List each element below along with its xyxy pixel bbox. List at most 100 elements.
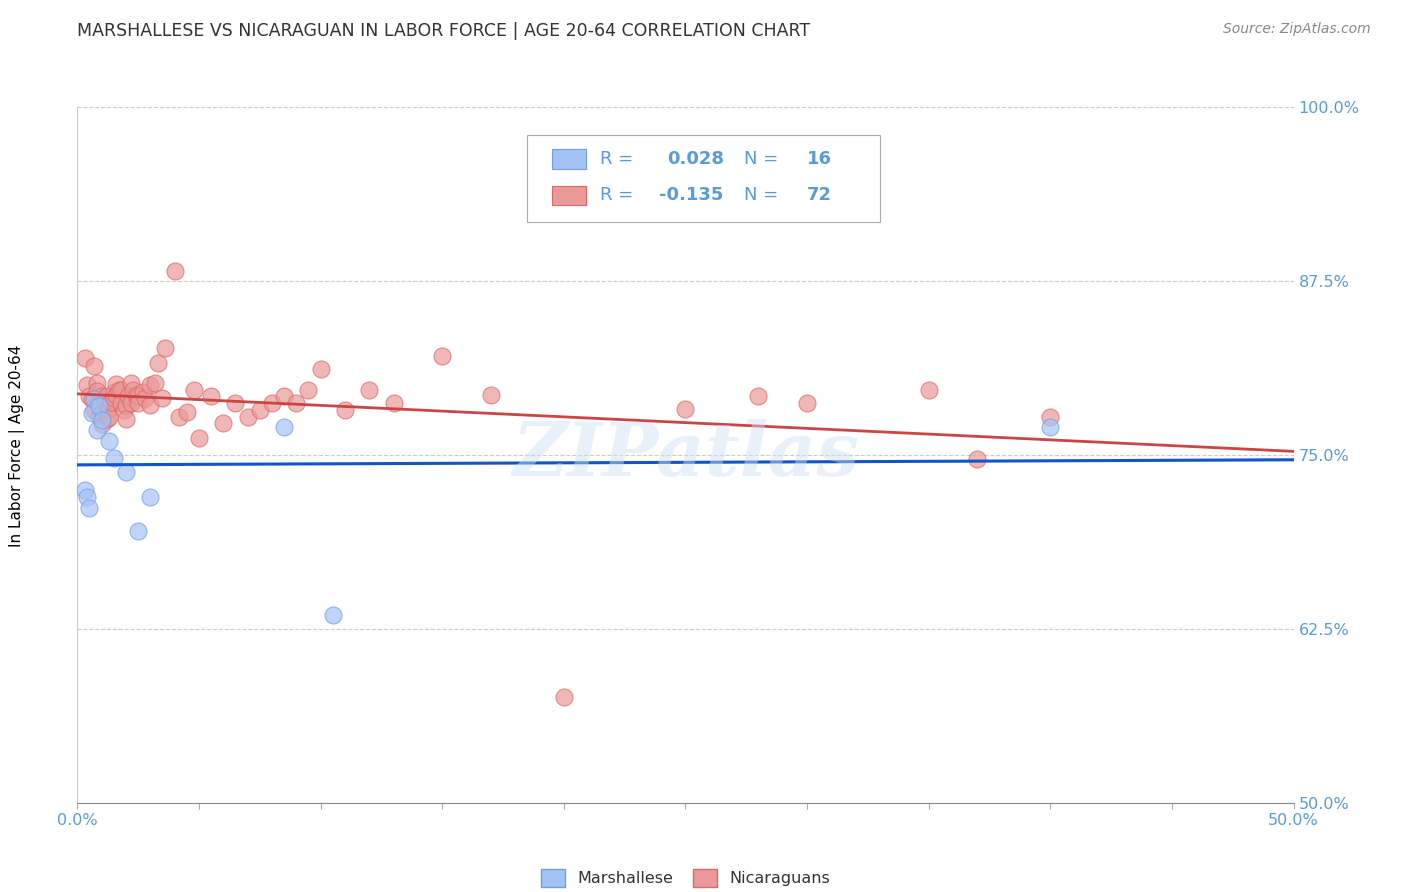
- Point: [127, 524, 149, 539]
- Point: [430, 349, 453, 363]
- Point: [260, 396, 283, 410]
- Point: [103, 391, 125, 405]
- Point: [100, 395, 122, 409]
- Bar: [551, 186, 586, 205]
- Point: [1039, 410, 1062, 425]
- Point: [112, 403, 135, 417]
- Text: -0.135: -0.135: [658, 186, 723, 204]
- Point: [153, 341, 176, 355]
- Text: In Labor Force | Age 20-64: In Labor Force | Age 20-64: [8, 345, 25, 547]
- Text: Source: ZipAtlas.com: Source: ZipAtlas.com: [1223, 22, 1371, 37]
- Point: [212, 416, 235, 430]
- Text: R =: R =: [600, 186, 640, 204]
- Point: [96, 389, 118, 403]
- Point: [90, 417, 112, 432]
- Point: [103, 450, 125, 465]
- Point: [83, 403, 105, 417]
- Point: [122, 383, 145, 397]
- Text: ZIPatlas: ZIPatlas: [512, 418, 859, 491]
- Point: [86, 423, 108, 437]
- Point: [79, 389, 101, 403]
- Point: [86, 384, 108, 398]
- Point: [96, 403, 118, 417]
- FancyBboxPatch shape: [527, 135, 880, 222]
- Point: [89, 395, 111, 409]
- Point: [127, 396, 149, 410]
- Point: [146, 356, 169, 370]
- Point: [322, 607, 344, 622]
- Point: [83, 359, 105, 373]
- Point: [918, 383, 941, 397]
- Point: [132, 385, 155, 400]
- Text: 16: 16: [807, 150, 832, 169]
- Point: [183, 383, 205, 397]
- Point: [176, 405, 198, 419]
- Point: [90, 405, 112, 419]
- Point: [143, 376, 166, 390]
- Text: N =: N =: [744, 150, 783, 169]
- Point: [125, 388, 148, 402]
- Point: [127, 389, 149, 403]
- Point: [96, 411, 118, 425]
- Point: [103, 385, 125, 400]
- Text: 72: 72: [807, 186, 832, 204]
- Point: [107, 383, 129, 397]
- Legend: Marshallese, Nicaraguans: Marshallese, Nicaraguans: [534, 863, 837, 892]
- Point: [249, 403, 271, 417]
- Point: [110, 396, 132, 410]
- Point: [73, 351, 96, 365]
- Point: [90, 413, 112, 427]
- Point: [309, 361, 332, 376]
- Point: [152, 391, 174, 405]
- Point: [76, 490, 98, 504]
- Point: [273, 389, 295, 403]
- Point: [83, 392, 105, 407]
- Point: [110, 383, 132, 397]
- Point: [117, 389, 139, 403]
- Point: [93, 396, 115, 410]
- Point: [134, 391, 156, 405]
- Point: [224, 396, 246, 410]
- Point: [236, 410, 259, 425]
- Point: [115, 398, 138, 412]
- Point: [747, 389, 769, 403]
- Point: [86, 376, 108, 390]
- Point: [796, 396, 818, 410]
- Point: [97, 410, 120, 425]
- Point: [76, 378, 98, 392]
- Text: MARSHALLESE VS NICARAGUAN IN LABOR FORCE | AGE 20-64 CORRELATION CHART: MARSHALLESE VS NICARAGUAN IN LABOR FORCE…: [77, 22, 810, 40]
- Point: [89, 399, 111, 413]
- Point: [553, 690, 575, 704]
- Point: [105, 388, 128, 402]
- Point: [115, 465, 138, 479]
- Point: [675, 402, 697, 417]
- Point: [200, 389, 222, 403]
- Point: [90, 389, 112, 403]
- Point: [966, 452, 988, 467]
- Point: [79, 500, 101, 515]
- Point: [139, 490, 162, 504]
- Point: [80, 392, 103, 407]
- Bar: [551, 150, 586, 169]
- Point: [273, 420, 295, 434]
- Point: [479, 388, 502, 402]
- Point: [73, 483, 96, 497]
- Point: [333, 403, 356, 417]
- Point: [1039, 420, 1062, 434]
- Point: [97, 434, 120, 448]
- Point: [115, 411, 138, 425]
- Point: [297, 383, 319, 397]
- Point: [382, 396, 405, 410]
- Point: [120, 396, 142, 410]
- Point: [97, 402, 120, 417]
- Point: [89, 409, 111, 423]
- Point: [285, 396, 308, 410]
- Point: [105, 376, 128, 391]
- Text: 0.028: 0.028: [668, 150, 724, 169]
- Point: [139, 378, 162, 392]
- Point: [359, 383, 381, 397]
- Point: [80, 406, 103, 420]
- Point: [120, 376, 142, 390]
- Text: N =: N =: [744, 186, 783, 204]
- Point: [188, 431, 211, 445]
